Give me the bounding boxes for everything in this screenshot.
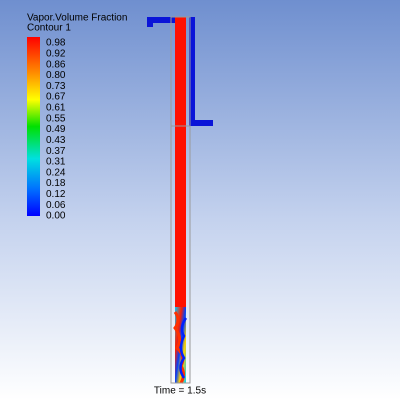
outlet-pipe bbox=[189, 17, 195, 126]
geometry bbox=[147, 16, 213, 384]
legend-label: 0.49 bbox=[46, 124, 66, 135]
legend-label: 0.73 bbox=[46, 81, 66, 92]
riser-vapor bbox=[175, 17, 186, 307]
legend-label: 0.80 bbox=[46, 70, 66, 81]
legend-label: 0.18 bbox=[46, 178, 66, 189]
legend-label: 0.37 bbox=[46, 146, 66, 157]
legend-label: 0.06 bbox=[46, 200, 66, 211]
legend-label: 0.61 bbox=[46, 103, 66, 114]
legend-label: 0.31 bbox=[46, 157, 66, 168]
legend-label: 0.24 bbox=[46, 167, 66, 178]
legend-label: 0.98 bbox=[46, 38, 66, 49]
legend-title: Vapor.Volume Fraction bbox=[27, 13, 127, 24]
legend-label: 0.12 bbox=[46, 189, 66, 200]
color-bar bbox=[27, 37, 40, 216]
legend-label: 0.55 bbox=[46, 113, 66, 124]
legend-label: 0.67 bbox=[46, 92, 66, 103]
liquid-streak bbox=[179, 317, 188, 379]
legend-label: 0.43 bbox=[46, 135, 66, 146]
legend-label: 0.00 bbox=[46, 211, 66, 222]
legend-subtitle: Contour 1 bbox=[27, 23, 71, 34]
pipe-outline bbox=[170, 16, 191, 384]
inlet-stub bbox=[147, 17, 153, 27]
legend: Vapor.Volume Fraction Contour 1 0.980.92… bbox=[27, 13, 127, 222]
inlet-arm bbox=[147, 17, 177, 23]
legend-label: 0.86 bbox=[46, 59, 66, 70]
legend-label: 0.92 bbox=[46, 48, 66, 59]
outlet-arm bbox=[189, 120, 213, 126]
vapor-streak bbox=[173, 311, 185, 384]
time-label: Time = 1.5s bbox=[154, 386, 206, 397]
